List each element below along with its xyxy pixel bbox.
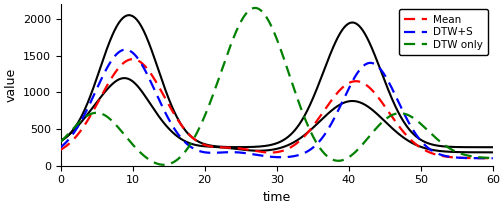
DTW only — [161, 163, 167, 166]
Mean — [490, 157, 496, 160]
X-axis label: time: time — [263, 191, 291, 204]
DTW only — [490, 157, 496, 159]
DTW+S — [386, 81, 392, 84]
DTW only — [57, 141, 64, 143]
Legend: Mean, DTW+S, DTW only: Mean, DTW+S, DTW only — [399, 9, 488, 55]
Mean — [321, 110, 327, 113]
DTW only — [334, 160, 340, 162]
DTW only — [387, 115, 393, 118]
DTW only — [431, 135, 437, 137]
Line: DTW only: DTW only — [60, 8, 493, 165]
DTW only — [84, 115, 90, 117]
Mean — [84, 120, 90, 123]
DTW+S — [309, 147, 315, 150]
Mean — [130, 58, 136, 61]
DTW+S — [57, 146, 64, 149]
DTW+S — [321, 135, 327, 137]
Mean — [386, 111, 392, 114]
DTW only — [309, 135, 316, 137]
DTW only — [321, 152, 327, 154]
Mean — [334, 93, 340, 95]
DTW+S — [430, 150, 436, 153]
Line: Mean: Mean — [60, 59, 493, 158]
Line: DTW+S: DTW+S — [60, 50, 493, 158]
Mean — [309, 126, 315, 129]
Mean — [57, 149, 64, 151]
Y-axis label: value: value — [4, 68, 17, 102]
DTW+S — [84, 108, 90, 111]
DTW+S — [122, 48, 129, 51]
Mean — [430, 152, 436, 155]
DTW+S — [490, 157, 496, 160]
DTW+S — [334, 113, 340, 115]
DTW only — [252, 7, 258, 9]
